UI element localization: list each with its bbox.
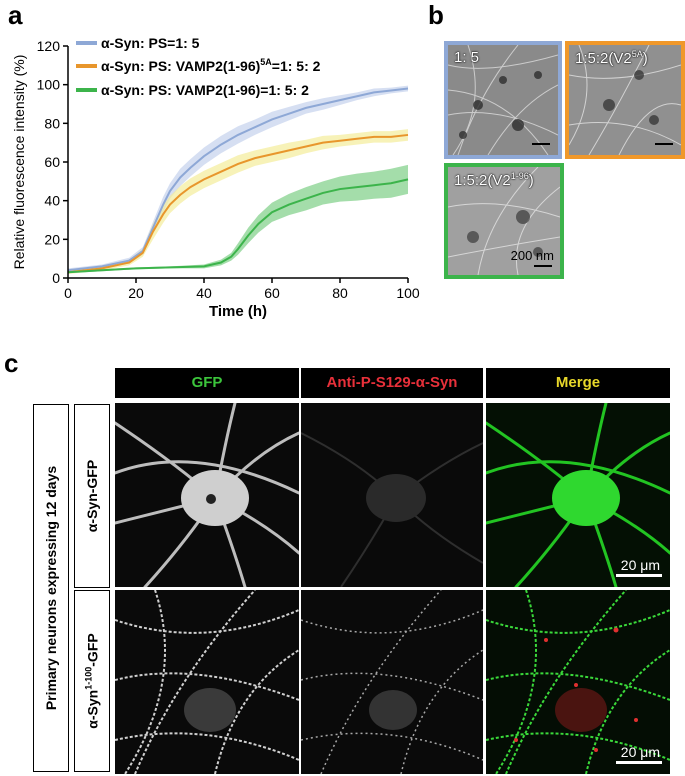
x-tick-label-80: 80 (332, 285, 348, 301)
micrograph-merge-row-1: 20 μm (486, 403, 670, 587)
fluorescence-line-chart: 0 20 40 60 80 100 0 20 40 60 80 100 120 Time (h) Rel… (11, 35, 420, 320)
line-series-3 (67, 178, 409, 274)
y-tick-label-100: 100 (37, 77, 61, 93)
em-scale-text: 200 nm (510, 248, 554, 263)
x-tick-label-60: 60 (264, 285, 280, 301)
y-tick-label-80: 80 (44, 115, 60, 131)
band-series-3 (68, 164, 408, 274)
y-tick-label-0: 0 (52, 270, 60, 286)
side-label: Primary neurons expressing 12 days (43, 465, 59, 711)
scalebar-row-1 (616, 574, 662, 577)
row-label-2: α-Syn1-100-GFP (83, 633, 101, 729)
band-series-2 (68, 129, 408, 275)
neuron-merge-2-image (486, 590, 670, 774)
micrograph-anti-p-row-2 (301, 590, 483, 774)
em-image-1-5-2-v2-5a: 1:5:2(V25A) (565, 41, 685, 159)
em-scalebar-1 (532, 143, 550, 145)
em-label-1: 1: 5 (454, 49, 480, 66)
x-axis-label: Time (h) (209, 303, 267, 320)
legend-label-series-1: α-Syn: PS=1: 5 (101, 35, 200, 51)
neuron-anti-p-1-image (301, 403, 483, 587)
scale-text-row-2: 20 μm (620, 744, 660, 760)
em-image-1-5-2-v2-1-96: 1:5:2(V21-96) 200 nm (444, 163, 564, 279)
x-tick-label-0: 0 (64, 285, 72, 301)
y-tick-label-40: 40 (44, 193, 60, 209)
column-header-gfp: GFP (115, 368, 299, 398)
micrograph-gfp-row-1 (115, 403, 299, 587)
panel-letter-b: b (428, 0, 444, 30)
column-header-merge: Merge (486, 368, 670, 398)
x-tick-label-20: 20 (128, 285, 144, 301)
panel-letter-c: c (4, 348, 19, 378)
em-label-2: 1:5:2(V25A) (575, 49, 648, 67)
em-image-1-5: 1: 5 (444, 41, 562, 159)
neuron-merge-1-image (486, 403, 670, 587)
panel-letter-a: a (8, 0, 23, 30)
em-scalebar-3 (534, 265, 552, 267)
side-label-box: Primary neurons expressing 12 days (33, 404, 69, 772)
em-label-3: 1:5:2(V21-96) (454, 171, 534, 189)
neuron-gfp-1-image (115, 403, 299, 587)
neuron-anti-p-2-image (301, 590, 483, 774)
em-micrograph-3 (448, 167, 560, 275)
micrograph-gfp-row-2 (115, 590, 299, 774)
y-axis-label: Relative fluorescence intensity (%) (11, 55, 27, 270)
line-series-2 (67, 133, 409, 274)
row-label-box-2: α-Syn1-100-GFP (74, 590, 110, 772)
legend-label-series-3: α-Syn: PS: VAMP2(1-96)=1: 5: 2 (101, 82, 309, 98)
x-tick-label-40: 40 (196, 285, 212, 301)
neuron-gfp-2-image (115, 590, 299, 774)
em-scalebar-2 (655, 143, 673, 145)
row-label-box-1: α-Syn-GFP (74, 404, 110, 588)
scale-text-row-1: 20 μm (620, 557, 660, 573)
y-tick-label-120: 120 (37, 38, 61, 54)
scalebar-row-2 (616, 761, 662, 764)
legend-label-series-2: α-Syn: PS: VAMP2(1-96)5A=1: 5: 2 (101, 57, 321, 74)
em-micrograph-2 (569, 45, 681, 155)
row-label-1: α-Syn-GFP (84, 459, 100, 533)
y-tick-label-60: 60 (44, 154, 60, 170)
x-tick-label-100: 100 (396, 285, 420, 301)
micrograph-merge-row-2: 20 μm (486, 590, 670, 774)
micrograph-anti-p-row-1 (301, 403, 483, 587)
y-tick-label-20: 20 (44, 231, 60, 247)
line-series-1 (67, 87, 409, 272)
em-micrograph-1 (448, 45, 558, 155)
column-header-anti-p-s129: Anti-P-S129-α-Syn (301, 368, 483, 398)
